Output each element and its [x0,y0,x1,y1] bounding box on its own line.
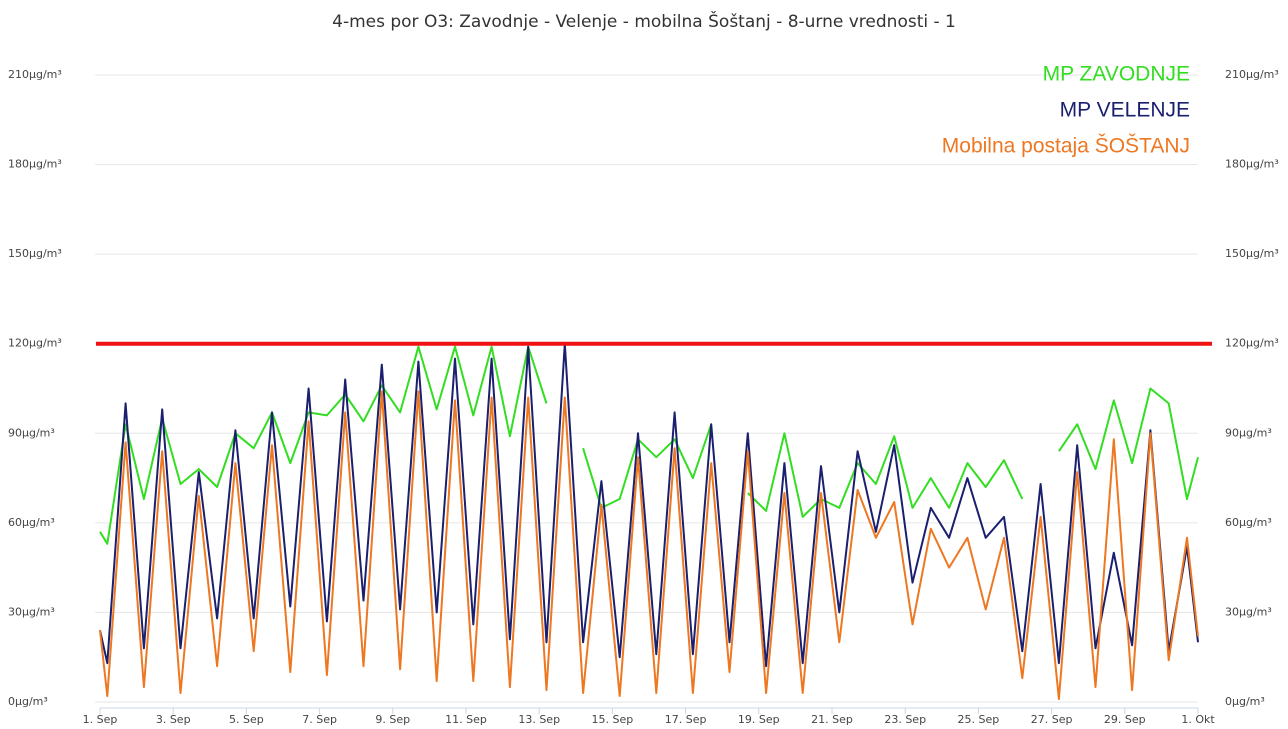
x-tick-label: 27. Sep [1031,713,1073,726]
y2-tick-label: 90µg/m³ [1225,426,1272,439]
y-tick-label: 120µg/m³ [8,337,62,350]
x-tick-label: 9. Sep [375,713,410,726]
series-line [99,342,1199,668]
x-tick-label: 15. Sep [592,713,634,726]
y-tick-label: 180µg/m³ [8,158,62,171]
y2-tick-label: 60µg/m³ [1225,516,1272,529]
legend-item: MP VELENJE [1060,99,1190,122]
x-tick-label: 13. Sep [518,713,560,726]
x-tick-label: 3. Sep [156,713,191,726]
legend-item: Mobilna postaja ŠOŠTANJ [942,135,1190,158]
y-tick-label: 30µg/m³ [8,605,55,618]
x-tick-label: 29. Sep [1104,713,1146,726]
x-tick-label: 21. Sep [811,713,853,726]
y-tick-label: 90µg/m³ [8,426,55,439]
x-tick-label: 23. Sep [884,713,926,726]
series-line [99,390,1199,700]
x-tick-label: 1. Sep [83,713,118,726]
y-tick-label: 210µg/m³ [8,68,62,81]
y2-tick-label: 180µg/m³ [1225,158,1279,171]
x-tick-label: 7. Sep [302,713,337,726]
y2-tick-label: 150µg/m³ [1225,247,1279,260]
y-tick-label: 60µg/m³ [8,516,55,529]
y2-tick-label: 30µg/m³ [1225,605,1272,618]
y2-tick-label: 120µg/m³ [1225,337,1279,350]
x-tick-label: 25. Sep [958,713,1000,726]
x-tick-label: 17. Sep [665,713,707,726]
y2-tick-label: 0µg/m³ [1225,695,1265,708]
y2-tick-label: 210µg/m³ [1225,68,1279,81]
x-tick-label: 19. Sep [738,713,780,726]
series-line [99,345,1199,545]
x-tick-label: 1. Okt [1181,713,1215,726]
y-tick-label: 0µg/m³ [8,695,48,708]
legend-item: MP ZAVODNJE [1043,63,1190,86]
x-tick-label: 11. Sep [445,713,487,726]
x-tick-label: 5. Sep [229,713,264,726]
chart-title: 4-mes por O3: Zavodnje - Velenje - mobil… [332,10,956,32]
y-tick-label: 150µg/m³ [8,247,62,260]
